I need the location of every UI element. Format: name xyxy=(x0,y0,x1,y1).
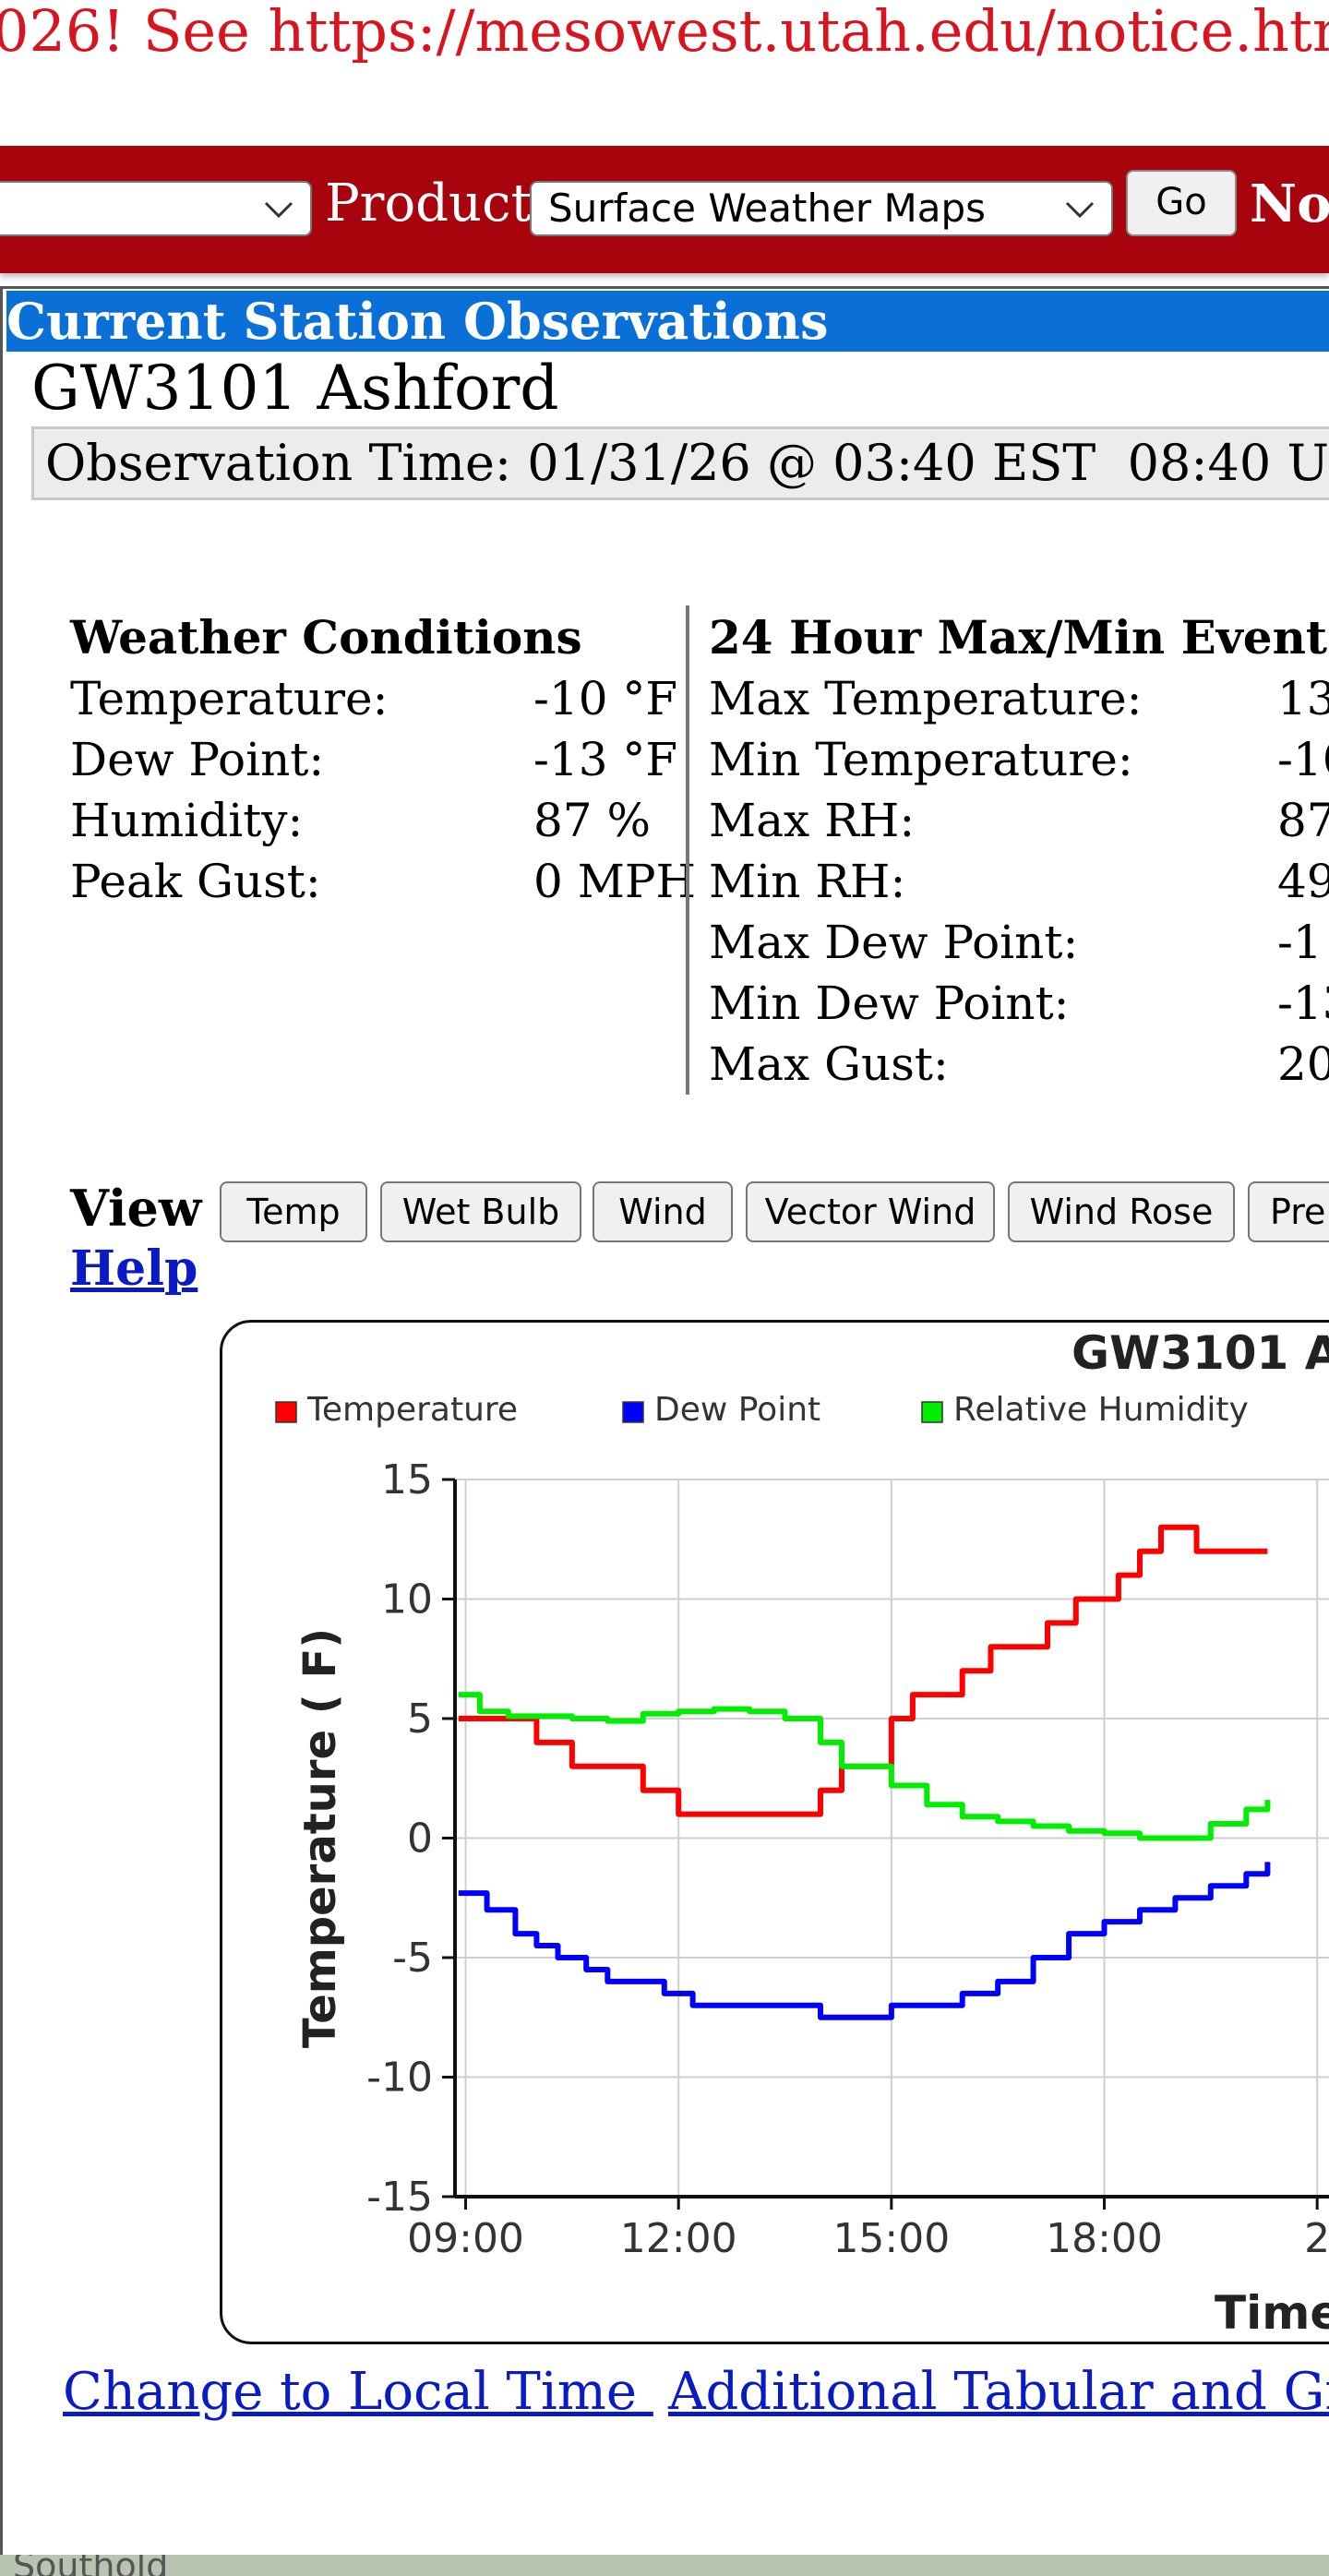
y-tick-label: 10 xyxy=(381,1576,433,1623)
condition-value: -13 °F xyxy=(533,733,678,786)
event-value: 20 xyxy=(1277,1037,1329,1091)
condition-value: -10 °F xyxy=(533,672,678,725)
event-value: 87 xyxy=(1277,794,1329,847)
station-name: GW3101 Ashford xyxy=(31,353,559,424)
change-local-time-link[interactable]: Change to Local Time xyxy=(63,2362,653,2422)
chevron-down-icon xyxy=(264,201,293,219)
y-tick-label: 0 xyxy=(407,1815,433,1863)
condition-value: 0 MPH xyxy=(533,855,697,908)
chart-title: GW3101 As xyxy=(1072,1326,1329,1380)
y-tick-label: -15 xyxy=(366,2174,433,2221)
event-label: Min Dew Point: xyxy=(709,976,1070,1030)
chart-canvas: GW3101 As Temperature Dew Point Relative Hu… xyxy=(275,1326,1329,2340)
column-divider xyxy=(686,605,689,1095)
x-tick-label: 12:00 xyxy=(620,2215,737,2262)
legend-swatch xyxy=(921,1401,943,1423)
event-label: Max Gust: xyxy=(709,1037,949,1091)
event-value: 13 xyxy=(1277,672,1329,725)
condition-value: 87 % xyxy=(533,794,652,847)
dew-point-series-line xyxy=(458,1862,1271,2020)
go-button[interactable]: Go xyxy=(1126,170,1237,236)
x-tick-label: 09:00 xyxy=(407,2215,524,2262)
x-tick-label: 2 xyxy=(1304,2215,1329,2262)
event-label: Min Temperature: xyxy=(709,733,1133,786)
y-tick-label: 15 xyxy=(381,1456,433,1504)
view-temp-button[interactable]: Temp xyxy=(220,1181,367,1242)
additional-tabular-link[interactable]: Additional Tabular and Gra xyxy=(668,2362,1329,2422)
temperature-series-line xyxy=(458,1524,1268,1817)
map-strip: Southold xyxy=(0,2555,1329,2576)
help-link[interactable]: Help xyxy=(70,1240,198,1297)
event-value: -10 xyxy=(1277,733,1329,786)
condition-label: Dew Point: xyxy=(70,733,325,786)
x-tick-label: 15:00 xyxy=(832,2215,950,2262)
humidity-series-line xyxy=(458,1692,1271,1841)
legend-label: Dew Point xyxy=(654,1391,820,1429)
y-axis-title: Temperature ( F) xyxy=(294,1628,346,2048)
view-wind-rose-button[interactable]: Wind Rose xyxy=(1008,1181,1235,1242)
chevron-down-icon xyxy=(1065,201,1095,219)
x-tick-label: 18:00 xyxy=(1046,2215,1163,2262)
product-label: Product xyxy=(325,174,532,234)
event-label: Min RH: xyxy=(709,855,906,908)
temperature-chart: GW3101 As Temperature Dew Point Relative Hu… xyxy=(220,1320,1329,2344)
condition-label: Temperature: xyxy=(70,672,389,725)
event-value: 49 xyxy=(1277,855,1329,908)
event-label: Max RH: xyxy=(709,794,916,847)
map-label: Southold xyxy=(13,2555,169,2576)
condition-label: Peak Gust: xyxy=(70,855,321,908)
weather-conditions-title: Weather Conditions xyxy=(70,610,582,665)
event-label: Max Temperature: xyxy=(709,672,1143,725)
view-label: View : xyxy=(70,1179,238,1238)
view-precip-button[interactable]: Pre xyxy=(1248,1181,1329,1242)
y-tick-label: 5 xyxy=(407,1695,433,1743)
legend-swatch xyxy=(622,1401,644,1423)
view-wet-bulb-button[interactable]: Wet Bulb xyxy=(380,1181,581,1242)
observation-time: Observation Time: 01/31/26 @ 03:40 EST 0… xyxy=(31,426,1329,500)
nav-trailing-text: Not xyxy=(1250,174,1329,234)
condition-label: Humidity: xyxy=(70,794,304,847)
panel-header: Current Station Observations xyxy=(6,291,1329,352)
legend-label: Temperature xyxy=(306,1391,518,1429)
product-select-value: Surface Weather Maps xyxy=(548,186,987,231)
event-value: -1 xyxy=(1277,916,1323,969)
x-axis-title: Time xyxy=(1215,2286,1329,2340)
notice-banner: 026! See https://mesowest.utah.edu/notic… xyxy=(0,0,1329,65)
view-vector-wind-button[interactable]: Vector Wind xyxy=(746,1181,995,1242)
event-label: Max Dew Point: xyxy=(709,916,1079,969)
station-select[interactable] xyxy=(0,181,312,236)
event-value: -13 xyxy=(1277,976,1329,1030)
product-select[interactable]: Surface Weather Maps xyxy=(530,181,1113,236)
legend-label: Relative Humidity xyxy=(953,1391,1249,1429)
legend-swatch xyxy=(275,1401,297,1423)
events-title: 24 Hour Max/Min Events xyxy=(709,610,1329,665)
view-wind-button[interactable]: Wind xyxy=(593,1181,733,1242)
y-tick-label: -5 xyxy=(392,1935,433,1982)
y-tick-label: -10 xyxy=(366,2055,433,2102)
